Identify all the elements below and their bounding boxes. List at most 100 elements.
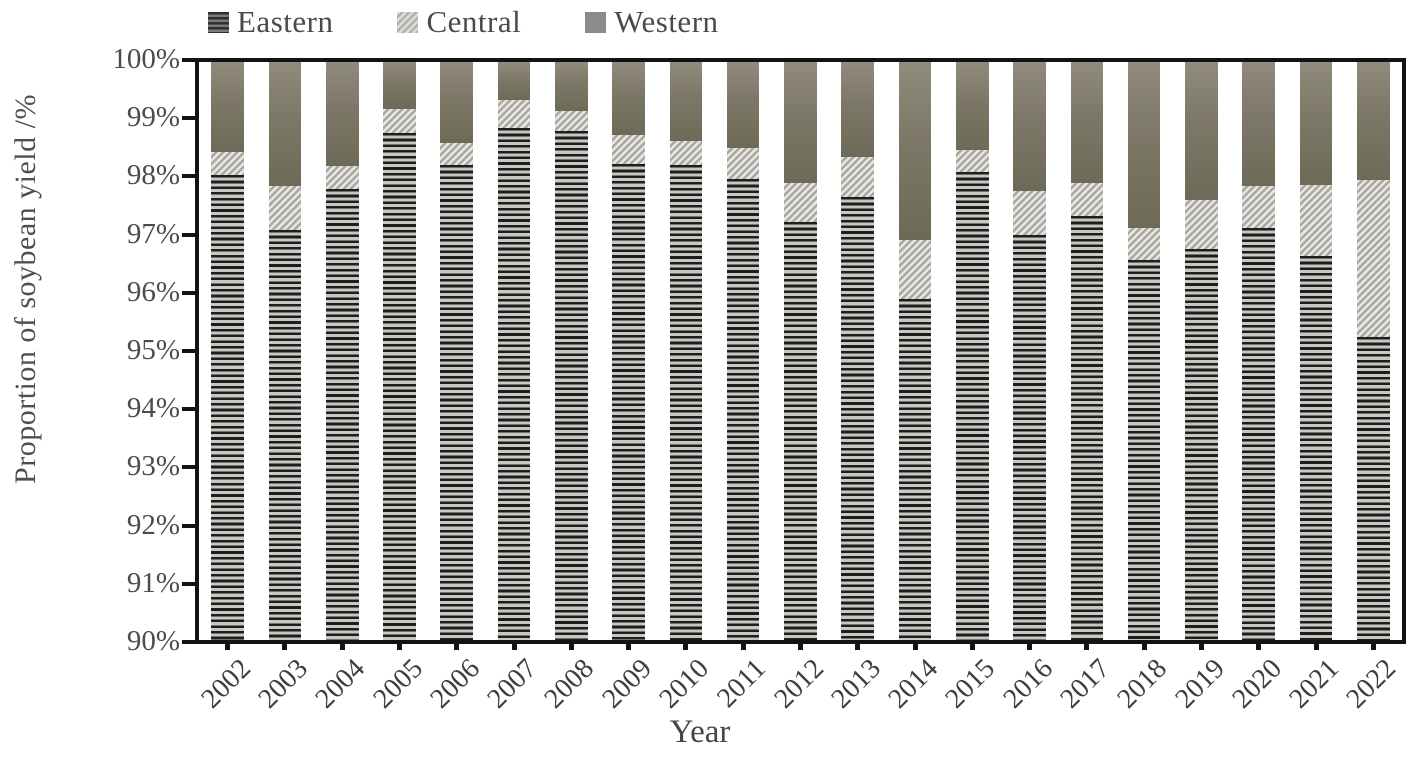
x-tick-label: 2004 bbox=[309, 653, 372, 715]
bar-segment-central bbox=[1013, 191, 1046, 235]
bar-segment-central bbox=[841, 156, 875, 198]
x-tick-label: 2003 bbox=[252, 653, 314, 715]
bar-segment-central bbox=[784, 183, 817, 223]
bar-group-2011 bbox=[715, 62, 772, 640]
bar-segment-western bbox=[669, 62, 703, 141]
bar-segment-central bbox=[440, 142, 474, 165]
stacked-bar bbox=[325, 62, 359, 640]
bar-group-2022 bbox=[1345, 62, 1402, 640]
stacked-bar bbox=[726, 62, 760, 640]
legend-label-eastern: Eastern bbox=[237, 4, 334, 39]
bar-segment-central bbox=[898, 240, 932, 299]
y-tick-label: 96% bbox=[126, 275, 180, 308]
x-tick-label: 2007 bbox=[481, 653, 543, 715]
stacked-bar bbox=[1242, 62, 1276, 640]
x-tick-mark bbox=[798, 644, 803, 650]
bar-segment-eastern bbox=[841, 197, 875, 640]
bar-group-2012 bbox=[772, 62, 829, 640]
y-tick-label: 94% bbox=[126, 392, 180, 425]
x-tick-mark bbox=[683, 644, 689, 650]
x-tick-label: 2015 bbox=[939, 653, 1002, 715]
bar-segment-central bbox=[1070, 182, 1104, 217]
x-tick-mark bbox=[1141, 644, 1147, 650]
y-axis-title: Proportion of soybean yield /% bbox=[9, 94, 42, 484]
stacked-bar bbox=[1356, 62, 1390, 640]
bar-group-2018 bbox=[1116, 62, 1173, 640]
western-swatch-icon bbox=[585, 11, 607, 33]
y-tick-mark bbox=[182, 465, 195, 470]
x-tick-label: 2008 bbox=[538, 653, 601, 715]
x-tick-mark bbox=[1084, 644, 1090, 650]
bar-segment-central bbox=[497, 99, 531, 129]
x-tick-mark bbox=[912, 644, 918, 650]
bar-segment-eastern bbox=[555, 131, 588, 640]
bar-segment-eastern bbox=[1185, 249, 1218, 640]
bar-group-2014 bbox=[886, 62, 943, 640]
plot-area bbox=[195, 58, 1406, 644]
bar-group-2010 bbox=[657, 62, 714, 640]
x-tick-label: 2020 bbox=[1226, 653, 1288, 715]
bar-segment-central bbox=[1185, 199, 1218, 250]
y-tick-label: 90% bbox=[126, 625, 180, 657]
bar-segment-eastern bbox=[612, 164, 645, 640]
y-tick-mark bbox=[182, 349, 195, 353]
stacked-bar bbox=[669, 62, 703, 640]
x-tick-mark bbox=[969, 644, 975, 650]
x-axis-title: Year bbox=[669, 714, 731, 750]
stacked-bar bbox=[955, 62, 989, 640]
x-tick-label: 2016 bbox=[997, 653, 1059, 715]
bar-group-2019 bbox=[1173, 62, 1230, 640]
legend-item-eastern: Eastern bbox=[208, 4, 333, 40]
bar-segment-central bbox=[383, 109, 416, 133]
bar-segment-eastern bbox=[497, 128, 531, 640]
x-tick-label: 2002 bbox=[195, 653, 257, 715]
bar-segment-eastern bbox=[268, 229, 302, 640]
y-tick-label: 97% bbox=[126, 217, 180, 250]
stacked-bar bbox=[211, 62, 244, 640]
y-tick-mark bbox=[182, 523, 195, 528]
x-tick-label: 2017 bbox=[1054, 653, 1116, 715]
bar-segment-western bbox=[612, 62, 645, 136]
y-tick-label: 91% bbox=[126, 566, 180, 599]
central-swatch-icon bbox=[397, 11, 419, 33]
bar-segment-western bbox=[383, 62, 416, 110]
y-tick-label: 95% bbox=[126, 334, 180, 366]
bars-container bbox=[199, 62, 1402, 640]
bar-segment-central bbox=[1242, 186, 1276, 228]
stacked-bar bbox=[383, 62, 416, 640]
bar-group-2016 bbox=[1001, 62, 1058, 640]
bar-segment-western bbox=[1185, 62, 1218, 200]
y-tick-mark bbox=[182, 174, 195, 179]
bar-segment-western bbox=[898, 62, 932, 241]
x-tick-mark bbox=[282, 644, 288, 650]
bar-segment-eastern bbox=[383, 132, 416, 640]
stacked-bar bbox=[612, 62, 645, 640]
x-tick-label: 2013 bbox=[825, 653, 887, 715]
bar-segment-eastern bbox=[325, 189, 359, 640]
bar-segment-western bbox=[841, 62, 875, 157]
x-tick-label: 2009 bbox=[596, 653, 658, 715]
bar-group-2008 bbox=[543, 62, 600, 640]
bar-group-2006 bbox=[428, 62, 485, 640]
x-tick-mark bbox=[225, 644, 231, 650]
bar-segment-western bbox=[497, 62, 531, 100]
y-tick-label: 100% bbox=[112, 43, 180, 75]
y-tick-label: 99% bbox=[126, 101, 180, 134]
stacked-bar bbox=[841, 62, 875, 640]
bar-segment-western bbox=[325, 62, 359, 167]
bar-segment-central bbox=[1356, 180, 1390, 337]
x-tick-mark bbox=[1313, 644, 1319, 650]
bar-segment-central bbox=[325, 166, 359, 190]
bar-segment-central bbox=[268, 186, 302, 230]
bar-group-2002 bbox=[199, 62, 256, 640]
legend-label-central: Central bbox=[426, 4, 522, 39]
x-tick-label: 2014 bbox=[882, 653, 944, 715]
bar-segment-central bbox=[1127, 228, 1161, 261]
bar-group-2017 bbox=[1058, 62, 1115, 640]
x-tick-label: 2018 bbox=[1111, 653, 1174, 715]
bar-group-2021 bbox=[1287, 62, 1344, 640]
bar-group-2020 bbox=[1230, 62, 1287, 640]
legend-item-western: Western bbox=[585, 4, 718, 40]
bar-segment-central bbox=[669, 140, 703, 165]
